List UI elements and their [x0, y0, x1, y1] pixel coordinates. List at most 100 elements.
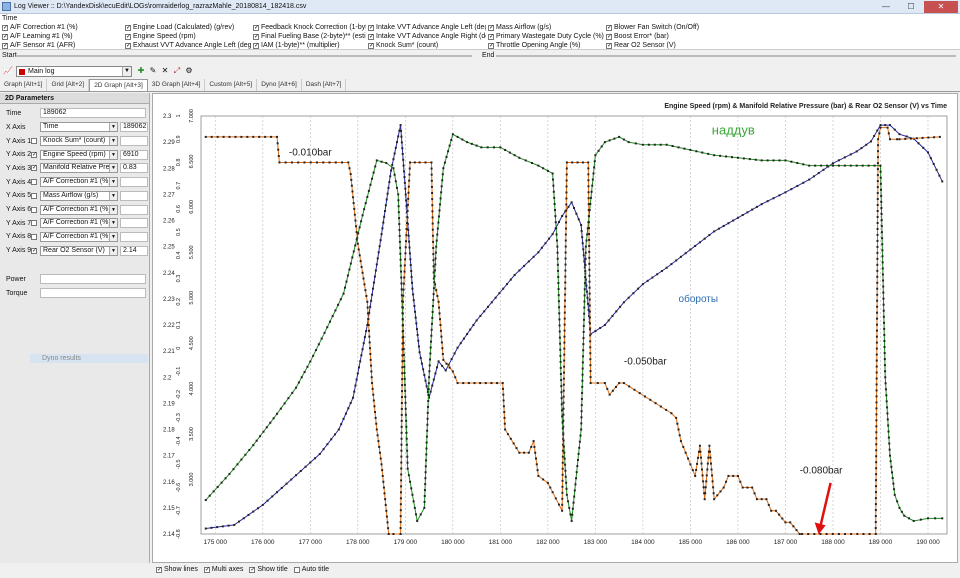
- parameter-checkbox[interactable]: [368, 24, 374, 31]
- parameter-checkbox[interactable]: [488, 33, 494, 40]
- parameter-checkbox[interactable]: [253, 33, 259, 40]
- data-point: [589, 202, 592, 205]
- y-axis-select[interactable]: A/F Correction #1 (%) ▼: [40, 218, 118, 229]
- parameter-item[interactable]: A/F Learning #1 (%): [2, 32, 123, 41]
- data-point: [453, 352, 456, 355]
- parameter-checkbox[interactable]: [125, 24, 131, 31]
- parameter-item[interactable]: Intake VVT Advance Angle Left (degrees): [368, 23, 486, 32]
- data-point: [425, 447, 428, 450]
- tab-item[interactable]: Grid [Alt+2]: [47, 79, 90, 91]
- chart-option[interactable]: Show lines: [156, 566, 198, 573]
- parameter-item[interactable]: A/F Sensor #1 (AFR): [2, 41, 123, 50]
- data-point: [363, 336, 366, 339]
- chart-option-checkbox[interactable]: [156, 566, 162, 573]
- parameter-item[interactable]: Engine Load (Calculated) (g/rev): [125, 23, 251, 32]
- parameter-item[interactable]: Final Fueling Base (2-byte)** (estimated…: [253, 32, 366, 41]
- parameter-item[interactable]: Intake VVT Advance Angle Right (degrees): [368, 32, 486, 41]
- y-axis-select[interactable]: A/F Correction #1 (%) ▼: [40, 177, 118, 188]
- y-axis-checkbox[interactable]: [31, 233, 37, 240]
- chart-option[interactable]: Show title: [249, 566, 288, 573]
- data-point: [432, 247, 435, 249]
- y-axis-select[interactable]: Rear O2 Sensor (V) ▼: [40, 245, 118, 256]
- data-point: [884, 382, 887, 385]
- y-axis-checkbox[interactable]: [31, 247, 37, 254]
- y-axis-checkbox[interactable]: [31, 179, 37, 186]
- tab-item[interactable]: Custom [Alt+5]: [205, 79, 258, 91]
- data-point: [242, 517, 245, 520]
- data-point: [588, 298, 591, 301]
- start-slider[interactable]: [16, 55, 472, 57]
- graph-icon[interactable]: ⤢: [173, 66, 181, 75]
- parameter-checkbox[interactable]: [2, 24, 8, 31]
- parameter-checkbox[interactable]: [488, 24, 494, 31]
- settings-icon[interactable]: ⚙: [185, 66, 193, 75]
- parameter-item[interactable]: Knock Sum* (count): [368, 41, 486, 50]
- parameter-item[interactable]: Mass Airflow (g/s): [488, 23, 604, 32]
- parameter-checkbox[interactable]: [253, 42, 259, 49]
- tab-item[interactable]: Dash [Alt+7]: [302, 79, 347, 91]
- parameter-checkbox[interactable]: [368, 42, 374, 49]
- minimize-button[interactable]: —: [882, 2, 890, 11]
- y-axis-select[interactable]: Manifold Relative Pressure▼: [40, 163, 118, 174]
- y-axis-checkbox[interactable]: [31, 206, 37, 213]
- parameter-checkbox[interactable]: [2, 42, 8, 49]
- chart-option[interactable]: Auto title: [293, 566, 329, 573]
- y-axis-checkbox[interactable]: [31, 138, 37, 144]
- data-point: [527, 451, 530, 454]
- y-axis-select[interactable]: A/F Correction #1 (%) ▼: [40, 231, 118, 242]
- y-axis-select[interactable]: Knock Sum* (count) ▼: [40, 136, 118, 146]
- y-axis-select[interactable]: Mass Airflow (g/s) ▼: [40, 190, 118, 201]
- parameter-item[interactable]: Rear O2 Sensor (V): [606, 41, 726, 50]
- parameter-item[interactable]: Boost Error* (bar): [606, 32, 726, 41]
- parameter-checkbox[interactable]: [606, 42, 612, 49]
- data-point: [565, 173, 568, 176]
- chart-option-checkbox[interactable]: [249, 566, 256, 573]
- parameter-checkbox[interactable]: [368, 33, 374, 40]
- parameter-item[interactable]: IAM (1-byte)** (multiplier): [253, 41, 366, 50]
- x-axis-select[interactable]: Time ▼: [40, 122, 118, 132]
- y-axis-checkbox[interactable]: [31, 151, 37, 158]
- parameter-item[interactable]: Primary Wastegate Duty Cycle (%): [488, 32, 604, 41]
- data-point: [454, 376, 457, 379]
- dyno-results-row[interactable]: Dyno results: [30, 354, 148, 363]
- parameter-checkbox[interactable]: [606, 24, 612, 31]
- remove-log-icon[interactable]: ✕: [161, 66, 169, 75]
- end-slider[interactable]: [496, 55, 956, 57]
- parameter-item[interactable]: Throttle Opening Angle (%): [488, 41, 604, 50]
- parameter-checkbox[interactable]: [488, 42, 494, 49]
- data-point: [309, 461, 312, 464]
- parameter-item[interactable]: Engine Speed (rpm): [125, 32, 251, 41]
- parameter-item[interactable]: Blower Fan Switch (On/Off): [606, 23, 726, 32]
- log-select[interactable]: Main log ▼: [16, 66, 132, 77]
- y-axis-checkbox[interactable]: [31, 220, 37, 227]
- y-axis-select[interactable]: A/F Correction #1 (%) ▼: [40, 204, 118, 215]
- maximize-button[interactable]: ☐: [907, 2, 915, 11]
- parameter-checkbox[interactable]: [125, 42, 131, 49]
- tab-item[interactable]: Dyno [Alt+6]: [257, 79, 302, 91]
- tab-item[interactable]: Graph [Alt+1]: [0, 79, 48, 91]
- parameter-checkbox[interactable]: [2, 33, 8, 40]
- chart-option-checkbox[interactable]: [203, 566, 210, 573]
- parameter-item[interactable]: Feedback Knock Correction (1-byte)** (de…: [253, 23, 366, 32]
- data-point: [366, 324, 369, 326]
- chart-option-checkbox[interactable]: [293, 566, 300, 573]
- parameter-item[interactable]: A/F Correction #1 (%): [2, 23, 123, 32]
- parameter-item[interactable]: Exhaust VVT Advance Angle Left (degrees): [125, 41, 251, 50]
- close-button[interactable]: ✕: [924, 1, 958, 13]
- add-log-icon[interactable]: ✚: [137, 66, 145, 75]
- y-axis-value: [120, 218, 148, 229]
- chart-area[interactable]: Engine Speed (rpm) & Manifold Relative P…: [152, 93, 958, 563]
- parameter-checkbox[interactable]: [606, 33, 612, 40]
- edit-log-icon[interactable]: ✎: [149, 66, 157, 75]
- y-axis-checkbox[interactable]: [31, 165, 37, 172]
- chart-icon[interactable]: 📈: [3, 66, 13, 75]
- chart-option[interactable]: Multi axes: [203, 566, 243, 573]
- parameter-checkbox[interactable]: [253, 24, 259, 31]
- chart-svg[interactable]: Engine Speed (rpm) & Manifold Relative P…: [153, 94, 959, 564]
- tab-item[interactable]: 3D Graph [Alt+4]: [148, 79, 206, 91]
- tab-item[interactable]: 2D Graph [Alt+3]: [89, 79, 148, 91]
- y-axis-checkbox[interactable]: [31, 192, 37, 199]
- y-axis-select[interactable]: Engine Speed (rpm) ▼: [40, 149, 118, 160]
- data-point: [881, 249, 884, 252]
- parameter-checkbox[interactable]: [125, 33, 131, 40]
